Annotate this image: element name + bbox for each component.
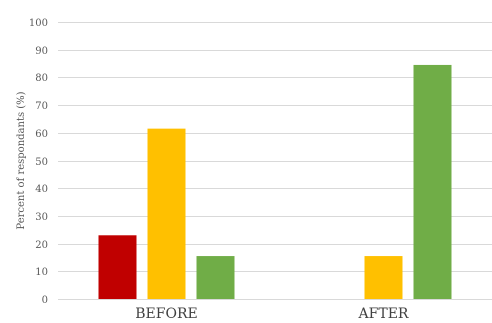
y-tick-label: 100 (29, 18, 48, 29)
bar-after-1 (364, 256, 403, 299)
y-tick-label: 50 (35, 157, 48, 168)
y-tick-label: 30 (35, 212, 48, 223)
bar-before-0 (98, 235, 137, 299)
x-category-label: BEFORE (135, 306, 197, 322)
y-axis-title: Percent of respondants (%) (16, 91, 27, 229)
bar-before-2 (196, 256, 235, 299)
bars (98, 64, 452, 299)
y-tick-label: 80 (35, 73, 48, 84)
x-category-label: AFTER (358, 306, 409, 322)
y-tick-label: 10 (35, 267, 48, 278)
bar-before-1 (147, 128, 186, 299)
bar-after-2 (413, 64, 452, 299)
y-tick-label: 0 (42, 295, 48, 306)
y-tick-label: 40 (35, 184, 48, 195)
y-tick-label: 60 (35, 129, 48, 140)
x-axis-categories: BEFORE AFTER (135, 306, 409, 322)
y-tick-label: 90 (35, 46, 48, 57)
y-tick-label: 20 (35, 240, 48, 251)
y-tick-label: 70 (35, 101, 48, 112)
y-axis-ticks: 0 10 20 30 40 50 60 70 80 90 100 (29, 18, 48, 306)
